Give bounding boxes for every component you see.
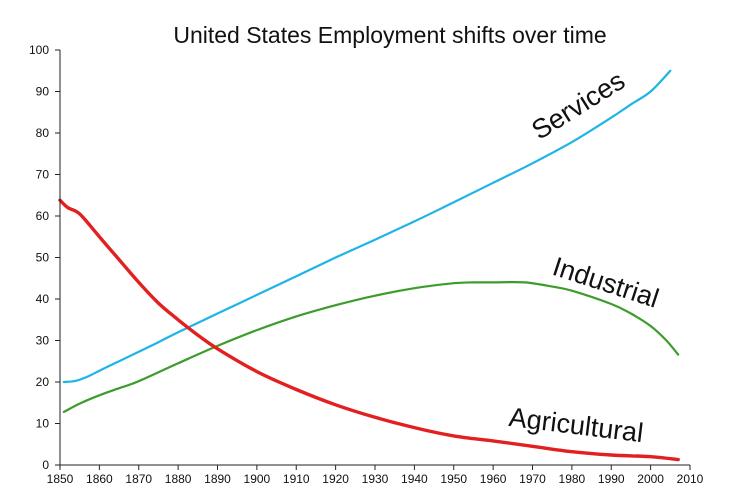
services-series-line: [62, 69, 672, 384]
x-tick-label: 1960: [480, 472, 507, 486]
x-tick-label: 1940: [401, 472, 428, 486]
x-tick-label: 1870: [125, 472, 152, 486]
y-tick-label: 0: [42, 458, 49, 472]
x-tick-label: 1990: [598, 472, 625, 486]
y-tick-label: 60: [36, 209, 50, 223]
x-tick-label: 1900: [244, 472, 271, 486]
y-tick-label: 10: [36, 417, 50, 431]
services-label: Services: [526, 65, 630, 145]
x-tick-label: 1910: [283, 472, 310, 486]
y-tick-label: 70: [36, 168, 50, 182]
chart-title: United States Employment shifts over tim…: [173, 22, 606, 48]
x-tick-label: 1880: [165, 472, 192, 486]
y-tick-label: 90: [36, 85, 50, 99]
series-lines: [58, 69, 680, 462]
y-tick-label: 100: [29, 43, 49, 57]
y-ticks: 0 10 20 30 40 50 60 70 80 90 100: [29, 43, 60, 472]
y-tick-label: 50: [36, 251, 50, 265]
x-tick-label: 1970: [519, 472, 546, 486]
x-tick-label: 2000: [637, 472, 664, 486]
x-tick-label: 1930: [362, 472, 389, 486]
y-tick-label: 80: [36, 126, 50, 140]
agricultural-label: Agricultural: [507, 402, 645, 448]
y-tick-label: 30: [36, 334, 50, 348]
x-tick-label: 1850: [47, 472, 74, 486]
industrial-series-line: [62, 280, 680, 413]
industrial-label: Industrial: [549, 251, 662, 313]
x-tick-label: 1920: [322, 472, 349, 486]
x-tick-label: 1980: [559, 472, 586, 486]
x-tick-label: 1860: [86, 472, 113, 486]
y-tick-label: 20: [36, 375, 50, 389]
x-ticks: 1850 1860 1870 1880 1890 1900 1910 1920 1930 1940…: [47, 465, 704, 486]
x-tick-label: 2010: [677, 472, 704, 486]
x-tick-label: 1890: [204, 472, 231, 486]
y-tick-label: 40: [36, 292, 50, 306]
agricultural-series-line: [58, 198, 680, 462]
x-tick-label: 1950: [440, 472, 467, 486]
